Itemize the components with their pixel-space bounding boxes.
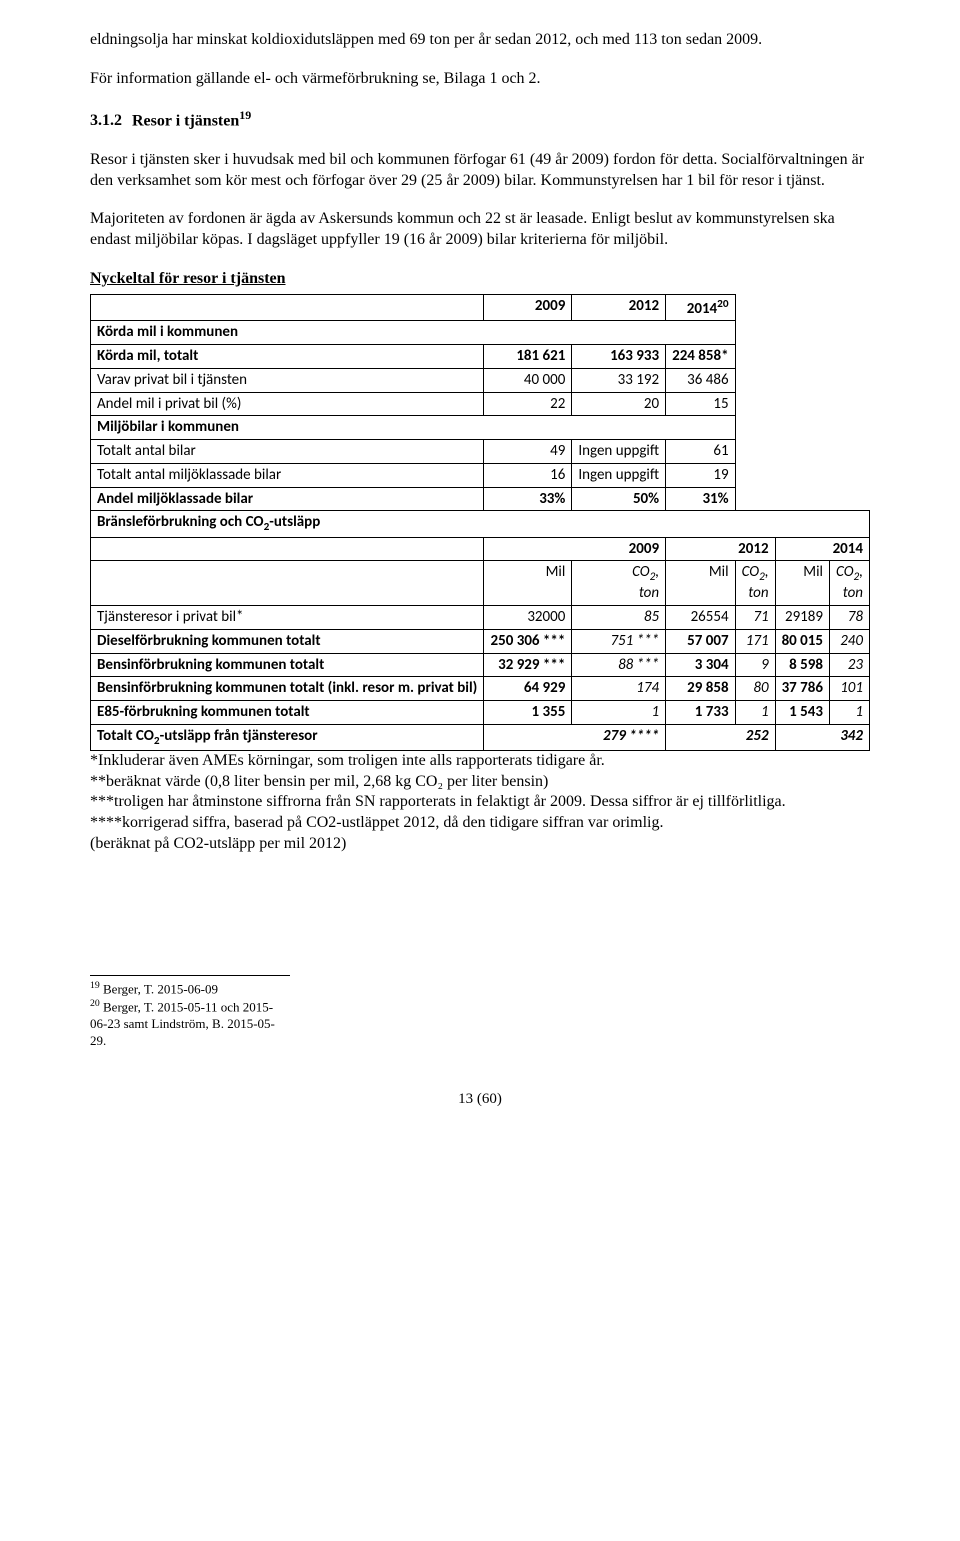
table-row: Totalt antal miljöklassade bilar16Ingen … [91, 463, 870, 487]
table-section-header: Bränsleförbrukning och CO2-utsläpp [91, 511, 870, 537]
table-section-header: Körda mil i kommunen [91, 321, 870, 345]
table-row: Dieselförbrukning kommunen totalt250 306… [91, 629, 870, 653]
table-row: MilCO2,tonMilCO2,tonMilCO2,ton [91, 561, 870, 606]
footnote: 20 Berger, T. 2015-05-11 och 2015-06-23 … [90, 998, 290, 1050]
table-note: ***troligen har åtminstone siffrorna frå… [90, 792, 870, 813]
footnotes: 19 Berger, T. 2015-06-0920 Berger, T. 20… [90, 975, 290, 1050]
table-row: Totalt antal bilar49Ingen uppgift61 [91, 440, 870, 464]
section-heading: 3.1.2 Resor i tjänsten19 [90, 108, 870, 132]
table-row: Andel mil i privat bil (%)222015 [91, 392, 870, 416]
paragraph-1: eldningsolja har minskat koldioxidutsläp… [90, 30, 870, 51]
heading-number: 3.1.2 [90, 112, 122, 129]
footnote: 19 Berger, T. 2015-06-09 [90, 980, 290, 998]
table-row: Körda mil, totalt181 621163 933224 858* [91, 345, 870, 369]
table-section-header: Miljöbilar i kommunen [91, 416, 870, 440]
table-row: Andel miljöklassade bilar33%50%31% [91, 487, 870, 511]
table-subheading: Nyckeltal för resor i tjänsten [90, 269, 870, 290]
heading-footnote-ref: 19 [239, 108, 251, 122]
table-row: Tjänsteresor i privat bil*32000852655471… [91, 606, 870, 630]
table-row: Bensinförbrukning kommunen totalt (inkl.… [91, 677, 870, 701]
paragraph-2: För information gällande el- och värmefö… [90, 69, 870, 90]
table-row: 200920122014 [91, 537, 870, 561]
page: eldningsolja har minskat koldioxidutsläp… [0, 0, 960, 1140]
table-row: E85-förbrukning kommunen totalt1 35511 7… [91, 701, 870, 725]
table-note: ****korrigerad siffra, baserad på CO2-us… [90, 813, 870, 834]
paragraph-3: Resor i tjänsten sker i huvudsak med bil… [90, 150, 870, 192]
table-row: Totalt CO2-utsläpp från tjänsteresor279 … [91, 724, 870, 750]
page-number: 13 (60) [90, 1090, 870, 1110]
table-row: Bensinförbrukning kommunen totalt32 929 … [91, 653, 870, 677]
table-note: **beräknat värde (0,8 liter bensin per m… [90, 772, 870, 793]
table-notes: *Inkluderar även AMEs körningar, som tro… [90, 751, 870, 855]
table-note: *Inkluderar även AMEs körningar, som tro… [90, 751, 870, 772]
table-note: (beräknat på CO2-utsläpp per mil 2012) [90, 834, 870, 855]
table-row: Varav privat bil i tjänsten40 00033 1923… [91, 368, 870, 392]
key-figures-table: 20092012201420Körda mil i kommunenKörda … [90, 294, 870, 751]
table-row: 20092012201420 [91, 294, 870, 321]
paragraph-4: Majoriteten av fordonen är ägda av Asker… [90, 209, 870, 251]
heading-text: Resor i tjänsten [132, 112, 239, 129]
